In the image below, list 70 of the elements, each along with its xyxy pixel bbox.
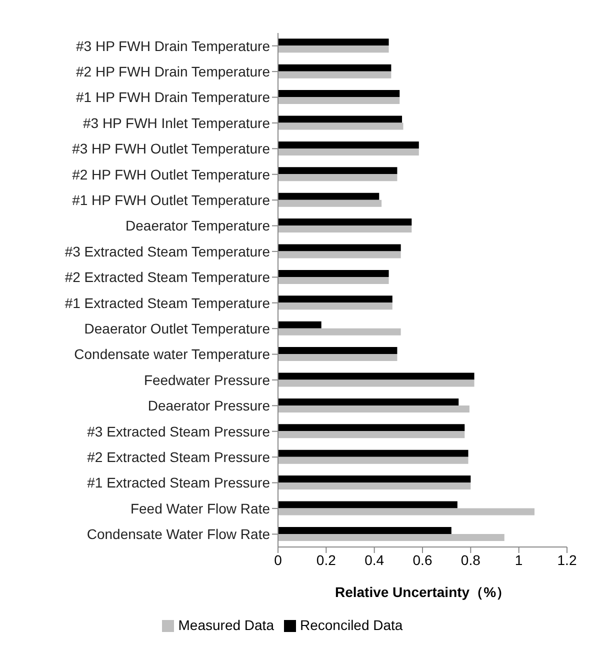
y-tick-label: #3 Extracted Steam Temperature xyxy=(64,243,270,260)
bar xyxy=(278,508,534,516)
bar xyxy=(278,534,504,541)
bar xyxy=(278,167,398,174)
x-tick-label: 0.8 xyxy=(460,552,481,568)
bar xyxy=(278,482,471,490)
bar xyxy=(278,431,465,438)
y-tick-label: Deaerator Temperature xyxy=(126,218,270,234)
bar xyxy=(278,244,401,252)
y-tick-label: #2 Extracted Steam Pressure xyxy=(87,449,270,466)
y-tick-label: #3 Extracted Steam Pressure xyxy=(87,423,270,440)
bar xyxy=(278,46,389,53)
bar xyxy=(278,226,412,233)
x-axis-title: Relative Uncertainty（%） xyxy=(334,584,510,600)
bar xyxy=(278,296,392,303)
bar xyxy=(278,270,389,277)
bar xyxy=(278,328,401,336)
bar xyxy=(278,405,470,412)
bar xyxy=(278,456,468,464)
bar xyxy=(278,148,419,156)
y-tick-label: Condensate water Temperature xyxy=(74,346,270,362)
bar xyxy=(278,276,389,284)
y-tick-label: Feed Water Flow Rate xyxy=(130,500,270,516)
bar xyxy=(278,38,389,46)
x-tick-label: 1 xyxy=(514,552,523,568)
x-tick-label: 0 xyxy=(274,552,282,568)
y-tick-label: #3 HP FWH Outlet Temperature xyxy=(72,140,270,157)
bar xyxy=(278,64,392,72)
bar xyxy=(278,347,398,354)
legend-label: Measured Data xyxy=(178,617,274,633)
y-tick-label: Deaerator Outlet Temperature xyxy=(84,320,270,337)
bar xyxy=(278,174,398,182)
x-tick-label: 0.6 xyxy=(412,552,432,568)
x-tick-label: 0.4 xyxy=(364,552,384,568)
bar xyxy=(278,424,465,432)
bar xyxy=(278,526,452,534)
bar xyxy=(278,476,471,483)
legend-label: Reconciled Data xyxy=(300,617,403,633)
y-tick-label: #1 Extracted Steam Temperature xyxy=(64,294,270,311)
y-tick-label: #1 HP FWH Drain Temperature xyxy=(76,89,270,106)
bar xyxy=(278,321,322,328)
bar xyxy=(278,141,419,148)
x-tick-label: 0.2 xyxy=(316,552,336,568)
bar xyxy=(278,122,404,130)
bar xyxy=(278,200,382,207)
y-tick-label: Condensate Water Flow Rate xyxy=(86,526,270,542)
y-tick-label: #2 HP FWH Drain Temperature xyxy=(76,64,270,80)
bar xyxy=(278,251,401,258)
bar xyxy=(278,90,400,98)
y-tick-label: #1 HP FWH Outlet Temperature xyxy=(72,192,270,208)
x-tick-label: 1.2 xyxy=(557,552,577,568)
bar xyxy=(278,501,458,508)
bar xyxy=(278,97,400,104)
bar xyxy=(278,450,468,457)
y-tick-label: #1 Extracted Steam Pressure xyxy=(87,474,270,491)
bar xyxy=(278,71,392,78)
bar xyxy=(278,116,402,123)
y-tick-label: Deaerator Pressure xyxy=(148,398,270,414)
bar xyxy=(278,398,459,406)
y-tick-label: #2 Extracted Steam Temperature xyxy=(64,269,270,286)
bar xyxy=(278,372,474,380)
bar xyxy=(278,192,380,200)
bar xyxy=(278,354,398,362)
y-tick-label: Feedwater Pressure xyxy=(144,372,270,388)
bar xyxy=(278,218,412,226)
bar xyxy=(278,302,392,310)
y-tick-label: #3 HP FWH Drain Temperature xyxy=(76,38,270,54)
y-tick-label: #2 HP FWH Outlet Temperature xyxy=(72,166,270,182)
y-tick-label: #3 HP FWH Inlet Temperature xyxy=(82,114,270,131)
bar xyxy=(278,380,474,387)
